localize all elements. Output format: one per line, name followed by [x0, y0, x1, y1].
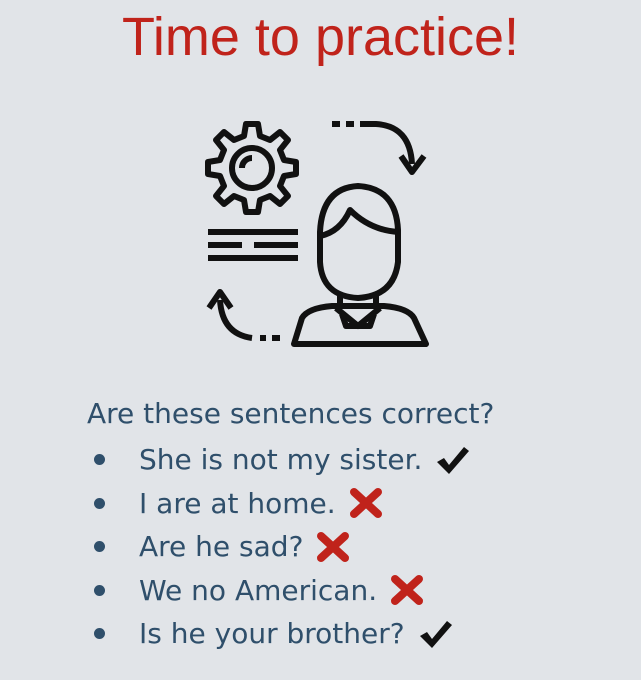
slide-title: Time to practice!	[121, 7, 520, 67]
list-item: I are at home.	[90, 482, 470, 526]
sentence-text: Are he sad?	[139, 530, 304, 564]
sentence-text: Is he your brother?	[139, 617, 405, 651]
check-icon	[437, 446, 470, 474]
cross-icon	[317, 531, 350, 562]
bullet-icon	[94, 584, 105, 596]
sentence-text: She is not my sister.	[139, 443, 423, 477]
arrow-loop-icon	[206, 121, 427, 341]
bullet-icon	[94, 497, 105, 509]
practice-illustration	[205, 121, 429, 347]
list-item: Is he your brother?	[90, 612, 470, 656]
bullet-icon	[94, 541, 105, 553]
person-icon	[291, 183, 429, 347]
question-text: Are these sentences correct?	[87, 397, 495, 430]
check-icon	[419, 620, 452, 648]
text-lines-icon	[208, 229, 298, 261]
cross-icon	[391, 575, 424, 606]
bullet-icon	[94, 628, 105, 640]
sentence-text: We no American.	[139, 573, 378, 607]
bullet-icon	[94, 454, 105, 466]
list-item: She is not my sister.	[90, 438, 470, 482]
cross-icon	[349, 488, 382, 519]
list-item: Are he sad?	[90, 525, 470, 569]
list-item: We no American.	[90, 569, 470, 613]
gear-icon	[205, 121, 299, 215]
sentence-text: I are at home.	[139, 486, 336, 520]
sentence-list: She is not my sister. I are at home. Are…	[90, 438, 470, 656]
